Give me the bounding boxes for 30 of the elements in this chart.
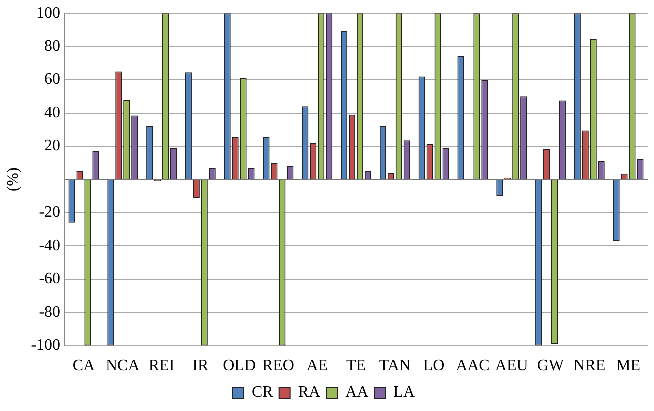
x-tick-label: LO [423, 358, 445, 375]
y-tick-label: -100 [31, 337, 61, 354]
x-tick-label: REI [148, 358, 175, 375]
x-tick-label: AAC [456, 358, 490, 375]
x-tick-label: GW [537, 358, 565, 375]
legend-label: AA [346, 384, 370, 402]
x-tick-label: ME [616, 358, 641, 375]
x-tick-label: AE [306, 358, 328, 375]
x-tick-label: AEU [495, 358, 529, 375]
y-axis-title: (%) [4, 168, 22, 192]
y-tick-label: 100 [36, 4, 61, 22]
x-tick-label: REO [262, 358, 294, 375]
y-tick-label: -20 [39, 204, 61, 222]
y-tick-label: -40 [39, 237, 61, 254]
y-tick-label: 80 [44, 38, 61, 56]
y-tick-label: -60 [39, 270, 61, 288]
x-tick-label: IR [192, 358, 209, 375]
legend-label: LA [394, 384, 416, 402]
legend-label: RA [298, 384, 322, 402]
x-tick-label: TE [346, 358, 366, 375]
y-tick-label: 60 [44, 71, 61, 88]
legend-label: CR [252, 384, 274, 402]
x-tick-label: NRE [574, 358, 606, 375]
x-tick-label: TAN [379, 358, 412, 375]
x-tick-label: OLD [223, 358, 256, 375]
x-tick-label: NCA [106, 358, 140, 375]
x-tick-label: CA [72, 358, 96, 375]
y-tick-label: 20 [44, 138, 61, 155]
y-tick-label: -80 [39, 304, 61, 321]
y-tick-label: 40 [44, 104, 61, 122]
